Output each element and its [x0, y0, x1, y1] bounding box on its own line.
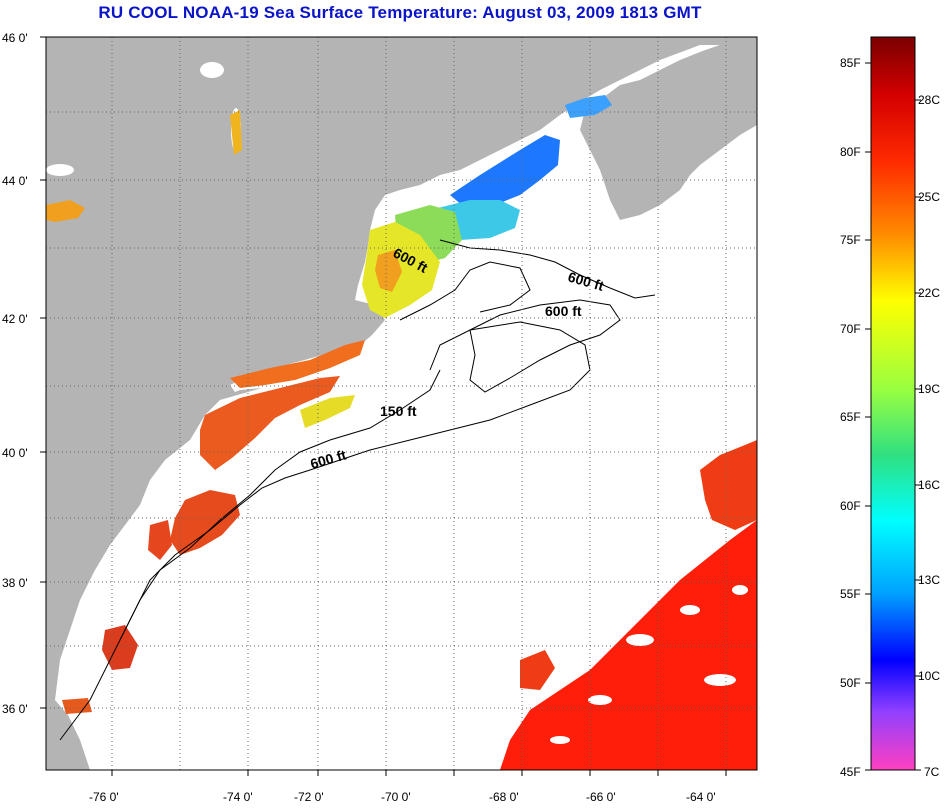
lon-label: -68 0'	[489, 790, 519, 804]
colorbar-label-f: 75F	[840, 233, 861, 247]
colorbar-label-c: 16C	[918, 478, 940, 492]
axis-ticks	[40, 36, 727, 776]
sst-long-island	[230, 340, 365, 388]
contour-600ft-shelf	[59, 321, 591, 741]
colorbar-label-f: 45F	[840, 765, 861, 779]
lat-label: 36 0'	[2, 702, 28, 716]
sst-gulf-stream	[500, 520, 757, 770]
cloud-gap	[732, 585, 748, 595]
colorbar-label-c: 25C	[918, 190, 940, 204]
lat-label: 42 0'	[2, 312, 28, 326]
cloud-gap	[680, 605, 700, 615]
sst-lake-ontario-patch	[46, 200, 85, 222]
sst-gulf-stream-speck	[520, 650, 555, 690]
lat-label: 40 0'	[2, 446, 28, 460]
cloud-gap	[550, 736, 570, 744]
colorbar-label-f: 60F	[840, 499, 861, 513]
depth-label: 600 ft	[545, 303, 582, 319]
sst-cape-cod-orange	[375, 250, 402, 292]
land-delmarva	[46, 700, 90, 770]
lat-label: 46 0'	[2, 31, 28, 45]
sst-gulf-stream-north	[700, 440, 757, 530]
lon-label: -74 0'	[223, 790, 253, 804]
lon-label: -72 0'	[294, 790, 324, 804]
colorbar-label-c: 19C	[918, 382, 940, 396]
map-frame	[45, 36, 758, 771]
sst-gulf-maine-blue	[450, 135, 560, 212]
sst-bay-of-fundy	[565, 95, 612, 118]
lat-label: 44 0'	[2, 174, 28, 188]
contour-gulf-maine	[439, 239, 656, 299]
lon-label: -76 0'	[89, 790, 119, 804]
cloud-gap	[704, 674, 736, 686]
land-nova-scotia	[600, 37, 757, 218]
sst-new-jersey	[170, 490, 240, 555]
depth-label: 150 ft	[380, 403, 417, 419]
colorbar-label-f: 55F	[840, 587, 861, 601]
contour-gulf-maine-inner	[399, 261, 531, 321]
colorbar-label-c: 22C	[918, 286, 940, 300]
colorbar-label-f: 85F	[840, 56, 861, 70]
lake	[200, 62, 224, 78]
graticule	[46, 37, 757, 770]
cloud-gap	[588, 695, 612, 705]
colorbar	[870, 36, 916, 771]
sst-inland-patch	[230, 110, 242, 155]
colorbar-label-c: 28C	[918, 93, 940, 107]
sst-va-coast-patch	[62, 698, 92, 714]
lon-label: -64 0'	[686, 790, 716, 804]
lon-label: -70 0'	[381, 790, 411, 804]
colorbar-label-c: 10C	[918, 669, 940, 683]
cloud-gap	[626, 634, 654, 646]
contour-georges-bank	[469, 299, 621, 393]
colorbar-label-f: 80F	[840, 145, 861, 159]
lat-label: 38 0'	[2, 576, 28, 590]
sst-ny-bight	[200, 376, 340, 470]
contour-150ft	[119, 369, 441, 641]
colorbar-ticks	[865, 62, 921, 771]
map-title: RU COOL NOAA-19 Sea Surface Temperature:…	[98, 3, 702, 22]
lon-label: -66 0'	[586, 790, 616, 804]
colorbar-label-c: 13C	[918, 573, 940, 587]
lake	[46, 164, 74, 176]
colorbar-label-f: 65F	[840, 410, 861, 424]
colorbar-label-f: 50F	[840, 676, 861, 690]
land-us-east	[46, 37, 757, 740]
sst-shelf-yellow	[300, 395, 355, 428]
sst-delmarva	[148, 520, 172, 560]
colorbar-label-c: 7C	[924, 765, 940, 779]
colorbar-label-f: 70F	[840, 322, 861, 336]
